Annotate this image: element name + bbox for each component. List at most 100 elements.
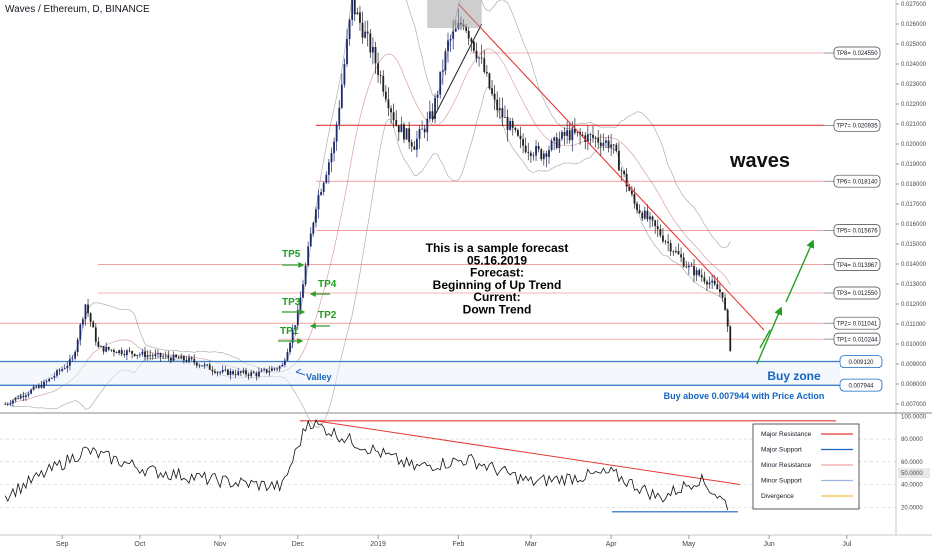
candle-body: [421, 128, 424, 130]
candle-body: [353, 0, 356, 15]
candle-body: [485, 71, 488, 74]
candle-body: [618, 150, 620, 171]
candle-body: [527, 152, 530, 153]
rsi-tick-label: 20.0000: [901, 505, 923, 511]
candle-body: [558, 138, 561, 149]
candle-body: [491, 88, 493, 94]
candle-body: [268, 370, 271, 373]
target-label-box: [833, 258, 881, 272]
candle-body: [475, 50, 478, 59]
candle-body: [555, 137, 558, 149]
candle-body: [374, 47, 377, 64]
candle-body: [89, 313, 92, 322]
target-label: TP2= 0.011041: [837, 321, 878, 327]
price-tick-label: 0.017000: [901, 202, 927, 208]
forecast-arrow-pullback: [759, 329, 771, 349]
candle-body: [413, 146, 416, 150]
candle-body: [131, 351, 133, 354]
price-tick-label: 0.018000: [901, 182, 927, 188]
candle-body: [397, 125, 400, 133]
candle-body: [703, 277, 706, 282]
candle-body: [247, 374, 250, 376]
candle-body: [511, 120, 514, 128]
candle-body: [529, 152, 532, 156]
candle-body: [698, 270, 701, 276]
candle-body: [589, 134, 592, 136]
candle-body: [74, 352, 77, 359]
target-label-box: [833, 316, 881, 330]
forecast-note-line: Forecast:: [470, 266, 524, 280]
candle-body: [105, 346, 108, 352]
symbol-label: waves: [729, 150, 790, 172]
downtrend-line: [457, 3, 765, 331]
candle-body: [50, 377, 53, 379]
candle-body: [195, 362, 198, 366]
candle-body: [361, 22, 364, 38]
candle-body: [620, 170, 623, 172]
candle-body: [79, 324, 82, 340]
candle-body: [320, 191, 323, 196]
price-tick-label: 0.022000: [901, 102, 927, 108]
candle-body: [630, 190, 633, 195]
candle-body: [685, 266, 688, 268]
target-label: TP4= 0.013967: [836, 263, 878, 269]
target-label-box: [833, 286, 881, 300]
candle-body: [304, 265, 307, 285]
candle-body: [177, 357, 180, 359]
candle-body: [162, 356, 165, 358]
time-tick-label: Apr: [606, 541, 618, 548]
candle-body: [369, 33, 372, 53]
candle-body: [465, 26, 468, 31]
candle-body: [667, 241, 670, 244]
candle-body: [504, 116, 506, 118]
buy-zone-band: [0, 361, 840, 386]
rsi-tick-label: 60.0000: [901, 460, 923, 466]
target-label: TP1= 0.010244: [836, 337, 878, 343]
candle-body: [4, 404, 7, 405]
candle-body: [118, 350, 121, 354]
candle-body: [260, 370, 263, 372]
target-label: TP8= 0.024550: [836, 51, 878, 57]
candle-body: [164, 355, 167, 357]
candle-body: [159, 352, 162, 357]
time-tick-label: Mar: [525, 541, 538, 548]
candle-body: [496, 99, 499, 111]
time-tick-label: May: [682, 541, 696, 548]
candle-body: [561, 132, 563, 139]
candle-body: [662, 235, 664, 242]
candle-body: [576, 131, 579, 133]
candle-body: [193, 358, 196, 363]
candle-body: [514, 127, 517, 131]
candle-body: [607, 140, 610, 148]
candle-body: [146, 354, 149, 358]
candle-body: [226, 369, 229, 375]
candle-body: [128, 350, 131, 352]
candle-body: [594, 137, 597, 139]
candle-body: [289, 342, 291, 353]
candle-body: [87, 304, 89, 314]
candle-body: [524, 145, 527, 153]
candle-body: [330, 153, 333, 163]
candle-body: [351, 0, 354, 20]
candle-body: [599, 142, 602, 147]
rsi-panel: 100.0000 80.0000 60.0000 50.0000 40.0000 20.0…: [0, 414, 930, 513]
candle-body: [281, 364, 284, 367]
candle-body: [48, 378, 51, 382]
price-tick-label: 0.010000: [901, 342, 927, 348]
candle-body: [548, 149, 550, 157]
candle-body: [53, 375, 56, 378]
candle-body: [265, 369, 268, 373]
candle-body: [545, 153, 548, 157]
candle-body: [716, 284, 719, 290]
candle-body: [333, 141, 335, 154]
candle-body: [400, 124, 403, 133]
candle-body: [654, 220, 657, 227]
candle-body: [6, 403, 9, 405]
candle-body: [307, 246, 310, 266]
candle-body: [669, 243, 672, 252]
candle-body: [125, 350, 128, 356]
candle-body: [721, 292, 724, 298]
candle-body: [271, 368, 273, 371]
time-tick-label: Sep: [56, 541, 69, 548]
